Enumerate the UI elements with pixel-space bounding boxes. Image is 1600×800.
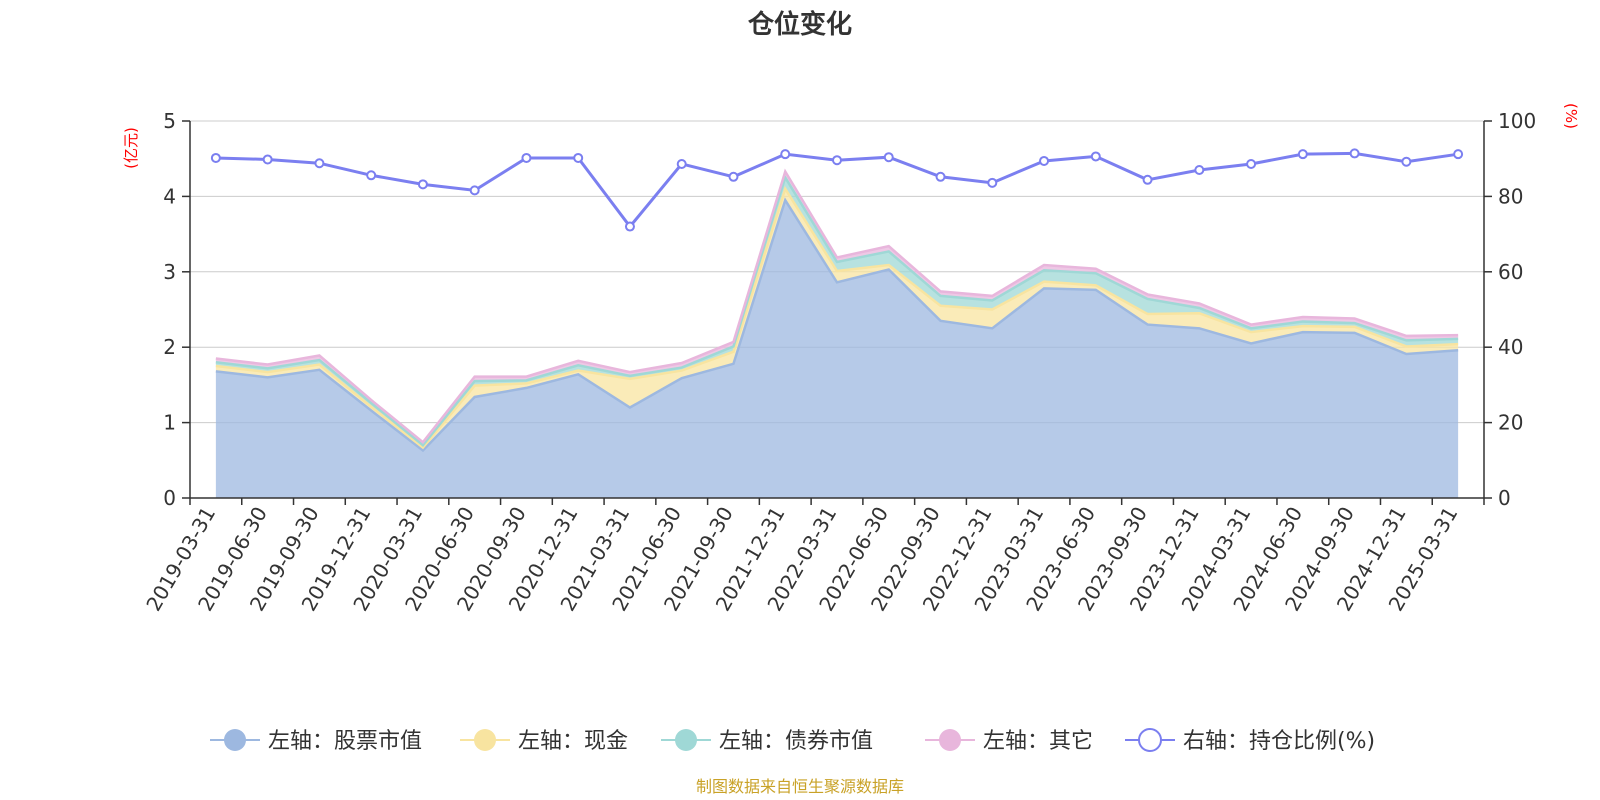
- legend-marker: [224, 729, 246, 751]
- legend-label: 左轴：债券市值: [719, 729, 873, 754]
- ratio-point: [1246, 158, 1257, 169]
- ratio-point: [417, 179, 428, 190]
- ratio-point: [469, 185, 480, 196]
- left-tick-label: 2: [163, 335, 176, 359]
- right-tick-label: 60: [1498, 260, 1523, 284]
- ratio-point: [624, 221, 635, 232]
- ratio-point: [883, 152, 894, 163]
- legend-marker: [1138, 728, 1162, 752]
- left-tick-label: 0: [163, 486, 176, 510]
- ratio-point: [987, 177, 998, 188]
- source-note: 制图数据来自恒生聚源数据库: [696, 777, 904, 796]
- left-tick-label: 3: [163, 260, 176, 284]
- ratio-point: [728, 171, 739, 182]
- legend-item: 右轴：持仓比例(%): [1125, 728, 1375, 754]
- legend-item: 左轴：现金: [460, 729, 628, 754]
- area-top-line: [215, 174, 1459, 447]
- legend-item: 左轴：债券市值: [661, 729, 873, 754]
- ratio-point: [366, 170, 377, 181]
- ratio-point: [1194, 165, 1205, 176]
- legend-marker: [675, 729, 697, 751]
- chart-title: 仓位变化: [747, 9, 852, 40]
- ratio-point: [1297, 149, 1308, 160]
- area-top-line: [215, 185, 1459, 450]
- area-top-line: [215, 168, 1459, 444]
- ratio-line: [210, 148, 1464, 232]
- ratio-point: [780, 149, 791, 160]
- legend-item: 左轴：股票市值: [210, 729, 422, 754]
- ratio-point: [314, 158, 325, 169]
- right-tick-label: 40: [1498, 335, 1523, 359]
- ratio-point: [832, 155, 842, 166]
- ratio-point: [262, 154, 273, 165]
- right-tick-label: 20: [1498, 411, 1523, 435]
- ratio-point: [676, 158, 687, 169]
- left-tick-label: 4: [163, 184, 176, 208]
- ratio-point: [1039, 155, 1050, 166]
- legend-label: 左轴：其它: [983, 729, 1093, 754]
- left-tick-label: 1: [163, 411, 176, 435]
- legend-marker: [939, 729, 961, 751]
- right-tick-label: 100: [1498, 109, 1536, 133]
- area-top-line: [215, 197, 1459, 453]
- ratio-point: [935, 171, 946, 182]
- ratio-point: [1090, 151, 1101, 162]
- right-tick-label: 0: [1498, 486, 1511, 510]
- legend-label: 左轴：股票市值: [268, 729, 422, 754]
- ratio-point: [573, 152, 584, 163]
- right-tick-label: 80: [1498, 184, 1523, 208]
- area-band: [215, 200, 1459, 499]
- ratio-point: [1142, 174, 1153, 185]
- legend-item: 左轴：其它: [925, 729, 1093, 754]
- ratio-point: [1453, 149, 1464, 160]
- stacked-areas: [215, 168, 1459, 499]
- ratio-point: [1349, 148, 1360, 159]
- ratio-point: [210, 152, 221, 163]
- left-axis-unit: (亿元): [122, 127, 140, 169]
- ratio-point: [521, 152, 532, 163]
- legend-marker: [474, 729, 496, 751]
- ratio-point: [1401, 156, 1412, 167]
- right-axis-unit: (%): [1562, 103, 1580, 129]
- legend-label: 左轴：现金: [518, 729, 628, 754]
- area-band: [215, 188, 1459, 451]
- legend-label: 右轴：持仓比例(%): [1183, 729, 1375, 754]
- legend: 左轴：股票市值 左轴：现金 左轴：债券市值 左轴：其它 右轴：持仓比例(%): [210, 728, 1375, 754]
- left-tick-label: 5: [163, 109, 176, 133]
